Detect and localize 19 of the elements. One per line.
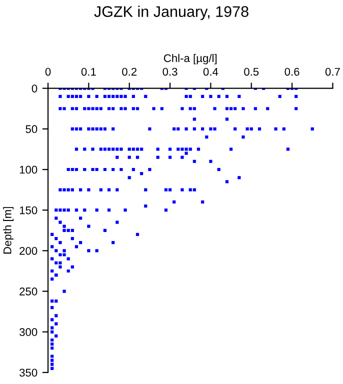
y-tick-label: 100 — [20, 166, 38, 174]
x-tick-label: 0.2 — [122, 68, 137, 76]
x-tick-label: 0.7 — [325, 68, 340, 76]
x-axis-title: Chl-a [µg/l] — [164, 54, 217, 64]
y-tick-label: 50 — [26, 125, 38, 134]
y-tick-label: 350 — [19, 368, 38, 377]
x-tick-label: 0.4 — [203, 68, 218, 76]
y-tick-label: 0 — [32, 84, 38, 92]
x-tick-label: 0.3 — [162, 68, 178, 76]
chart-title: JGZK in January, 1978 — [94, 6, 248, 20]
y-axis-title: Depth [m] — [3, 207, 14, 254]
x-tick-label: 0 — [45, 68, 51, 76]
y-tick-label: 150 — [20, 206, 38, 214]
y-tick-label: 250 — [20, 288, 38, 296]
x-tick-label: 0.6 — [284, 68, 300, 76]
y-tick-label: 300 — [19, 328, 38, 336]
y-tick-label: 200 — [20, 246, 38, 255]
x-tick-label: 0.1 — [81, 68, 96, 76]
x-tick-label: 0.5 — [244, 68, 259, 76]
